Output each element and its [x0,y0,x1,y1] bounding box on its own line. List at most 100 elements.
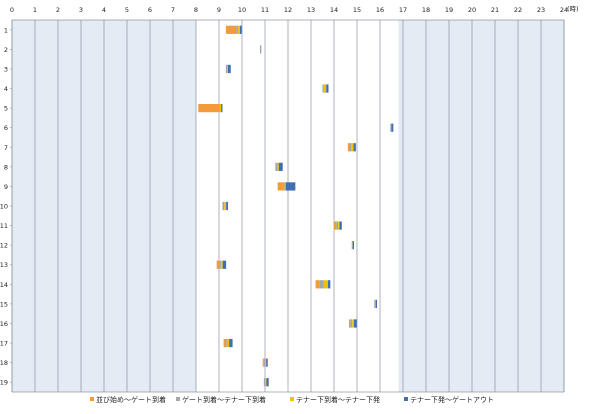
bar-segment-row9-series2 [283,182,285,191]
y-tick-label: 13 [0,261,8,269]
y-tick-label: 1 [4,26,8,34]
bar-segment-row10-series4 [226,201,228,211]
bar-segment-row16-series1 [348,319,351,328]
y-tick-label: 11 [0,222,8,230]
bar-segment-row8-series4 [278,162,283,171]
y-tick-label: 7 [4,144,8,152]
bar-segment-row9-series3 [284,182,286,191]
bar-segment-row11-series2 [336,221,339,230]
bar-segment-row10-series3 [224,201,227,211]
x-tick-label: 18 [422,6,430,14]
bar-segment-row7-series1 [347,143,349,152]
y-tick-label: 10 [0,203,8,211]
bar-segment-row7-series3 [351,143,354,152]
legend: 並び始め～ゲート到着 ゲート到着～テナー下到着 テナー下到着～テナー下発 テナー下発～… [90,395,494,404]
bar-segment-row5-series2 [219,103,220,113]
bar-segment-row19-series4 [266,378,269,387]
x-tick-label: 17 [399,6,407,14]
bar-segment-row8-series2 [275,162,278,171]
y-tick-label: 15 [0,300,8,308]
x-tick-label: 7 [171,6,175,14]
bar-segment-row16-series2 [350,319,353,328]
bar-segment-row18-series2 [263,358,265,367]
bar-segment-row1-series2 [236,25,239,34]
bar-segment-row14-series4 [328,280,331,289]
bar-segment-row13-series3 [221,260,223,269]
bar-segment-row17-series1 [223,338,227,348]
bar-segment-row3-series3 [227,64,228,74]
x-tick-label: 5 [125,6,129,14]
bar-segment-row8-series3 [277,162,279,171]
y-tick-label: 6 [4,124,8,132]
x-tick-label: 24 [560,6,568,14]
bar-segment-row13-series1 [216,260,221,269]
x-tick-label: 15 [353,6,361,14]
y-tick-label: 19 [0,379,8,387]
y-tick-label: 18 [0,359,8,367]
x-tick-label: 1 [33,6,37,14]
bar-segment-row15-series2 [374,299,376,309]
bar-segment-row11-series1 [334,221,337,230]
x-tick-label: 4 [102,6,106,14]
x-tick-label: 20 [468,6,476,14]
bar-segment-row4-series2 [322,84,324,93]
bar-segment-row9-series1 [277,182,284,191]
legend-label-1: 並び始め～ゲート到着 [96,395,166,404]
bar-segment-row12-series4 [352,241,355,250]
legend-swatch-4 [404,397,408,401]
bar-segment-row1-series4 [239,25,242,34]
bar-segment-row5-series1 [198,103,219,113]
bar-segment-row13-series4 [222,260,227,269]
bar-segment-row14-series1 [315,280,320,289]
x-axis-ticks: 0 1 2 3 4 5 6 7 8 9 10 11 12 13 14 15 16 17 18 19 20 21 22 23 24 [10,6,568,14]
bar-segment-row11-series4 [339,221,342,230]
bar-segment-row17-series3 [227,338,230,348]
x-tick-label: 10 [238,6,246,14]
bar-segment-row4-series3 [323,84,327,93]
bar-segment-row4-series4 [326,84,329,93]
x-unit-label: (時) [567,5,579,13]
shaded-range-1 [398,20,564,392]
y-tick-label: 9 [4,183,8,191]
x-tick-label: 23 [537,6,545,14]
y-tick-label: 14 [0,281,8,289]
bar-segment-row19-series3 [265,378,267,387]
legend-label-3: テナー下到着～テナー下発 [296,395,380,404]
x-tick-label: 22 [514,6,522,14]
x-tick-label: 21 [491,6,499,14]
bar-segment-row17-series4 [229,338,233,348]
x-tick-label: 6 [148,6,152,14]
y-tick-label: 2 [4,46,8,54]
y-tick-label: 8 [4,163,8,171]
x-tick-label: 0 [10,6,14,14]
bar-segment-row19-series2 [263,378,265,387]
x-tick-label: 16 [376,6,384,14]
x-tick-label: 11 [261,6,269,14]
legend-label-2: ゲート到着～テナー下到着 [182,395,266,404]
bar-segment-row18-series4 [266,358,268,367]
y-tick-label: 4 [4,85,8,93]
x-tick-label: 3 [79,6,83,14]
legend-label-4: テナー下発～ゲートアウト [410,395,494,404]
bar-segment-row14-series3 [323,280,329,289]
bar-segment-row7-series4 [353,143,356,152]
x-tick-label: 9 [217,6,221,14]
x-tick-label: 2 [56,6,60,14]
bar-segment-row1-series1 [225,25,237,34]
bar-segment-row15-series4 [375,299,378,309]
y-tick-label: 5 [4,105,8,113]
legend-swatch-3 [290,397,294,401]
x-tick-label: 8 [194,6,198,14]
bar-segment-row7-series2 [348,143,352,152]
bar-segment-row18-series3 [265,358,267,367]
bar-segment-row11-series3 [338,221,340,230]
y-tick-label: 16 [0,320,8,328]
bar-segment-row3-series4 [227,64,231,74]
x-tick-label: 12 [284,6,292,14]
bar-segment-row2-series2 [259,45,262,54]
x-tick-label: 13 [307,6,315,14]
y-tick-label: 12 [0,242,8,250]
bar-segment-row18-series1 [262,358,264,367]
